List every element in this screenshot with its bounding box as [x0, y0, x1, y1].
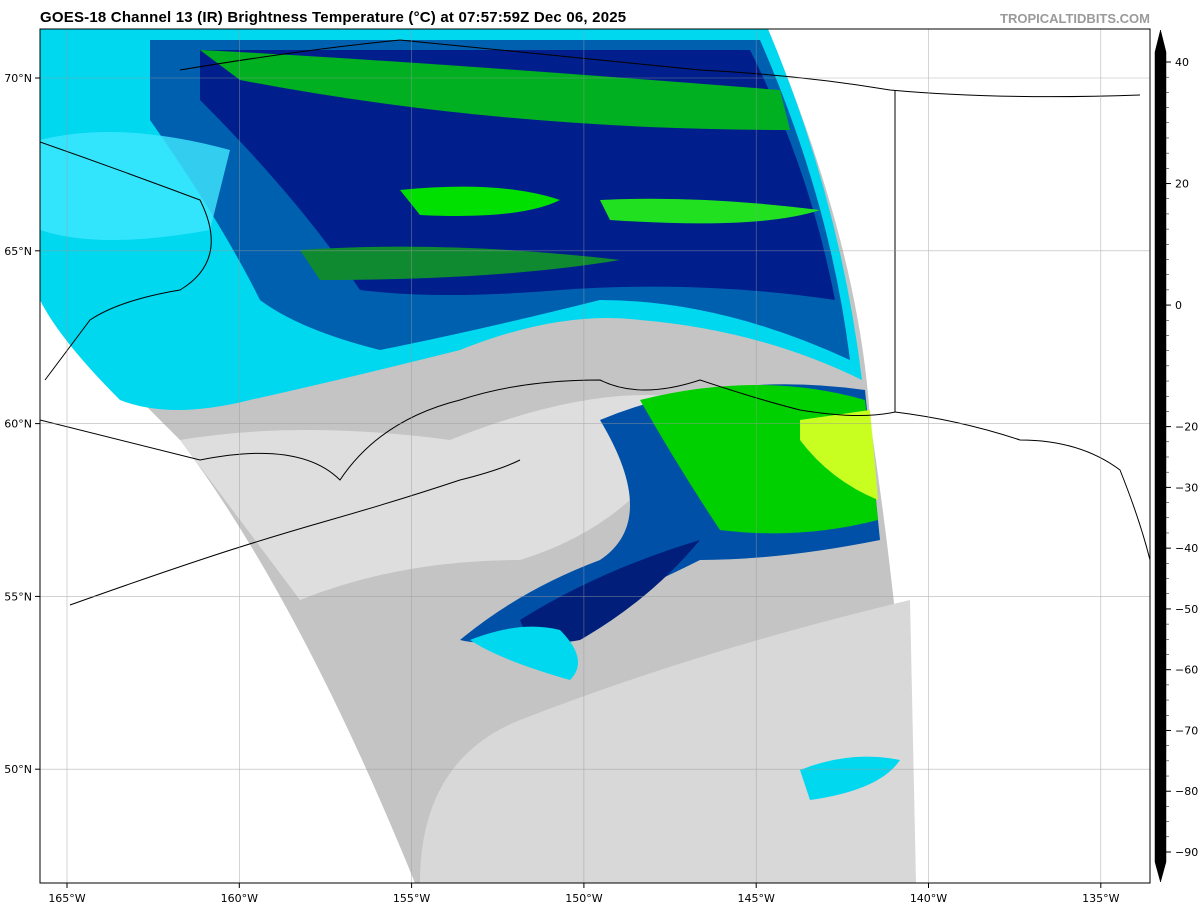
colorbar-tick-label: −70: [1175, 724, 1198, 737]
colorbar-tick-label: 20: [1175, 178, 1189, 191]
lat-tick-label: 50°N: [4, 763, 32, 776]
lat-tick-label: 60°N: [4, 418, 32, 431]
lon-tick-label: 160°W: [221, 892, 258, 905]
graticule: [40, 29, 1150, 883]
lon-tick-label: 150°W: [565, 892, 602, 905]
colorbar-tick-label: −50: [1175, 603, 1198, 616]
lon-tick-label: 140°W: [910, 892, 947, 905]
watermark: TROPICALTIDBITS.COM: [1000, 11, 1150, 26]
lat-tick-label: 70°N: [4, 72, 32, 85]
lon-tick-label: 145°W: [738, 892, 775, 905]
map-title: GOES-18 Channel 13 (IR) Brightness Tempe…: [40, 9, 627, 26]
colorbar-tick-label: −20: [1175, 421, 1198, 434]
colorbar-tick-label: −60: [1175, 664, 1198, 677]
lon-tick-label: 165°W: [48, 892, 85, 905]
colorbar-tick-label: 0: [1175, 299, 1182, 312]
imagery: [40, 29, 1150, 883]
colorbar: 40 20 0 −20 −30 −40 −50 −60 −70 −80 −90: [1154, 29, 1198, 883]
lat-tick-label: 55°N: [4, 590, 32, 603]
colorbar-tick-label: −90: [1175, 846, 1198, 859]
colorbar-tick-label: −30: [1175, 481, 1198, 494]
coastlines: [40, 39, 1150, 606]
colorbar-bar: [1154, 29, 1167, 883]
map-frame: [39, 28, 1151, 884]
lon-tick-label: 135°W: [1082, 892, 1119, 905]
lon-tick-label: 155°W: [393, 892, 430, 905]
colorbar-tick-label: 40: [1175, 56, 1189, 69]
colorbar-tick-label: −80: [1175, 785, 1198, 798]
lat-tick-label: 65°N: [4, 245, 32, 258]
colorbar-tick-label: −40: [1175, 542, 1198, 555]
